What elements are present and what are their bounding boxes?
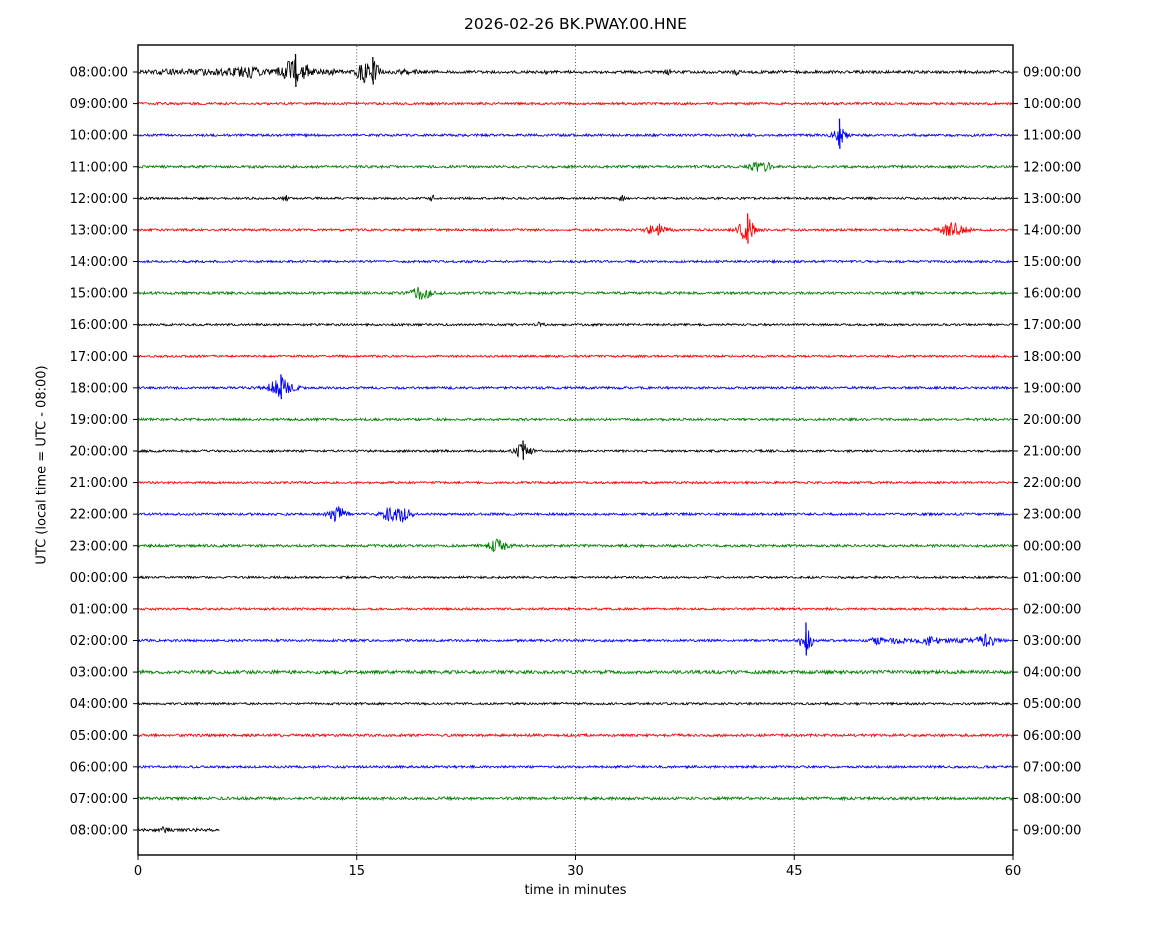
y-tick-label-left: 12:00:00 xyxy=(70,192,128,207)
trace-row-14 xyxy=(137,506,1013,523)
trace-row-10 xyxy=(137,376,1013,397)
y-tick-label-left: 18:00:00 xyxy=(70,381,128,396)
y-tick-label-left: 02:00:00 xyxy=(70,634,128,649)
trace-row-20 xyxy=(137,701,1013,707)
y-tick-label-left: 10:00:00 xyxy=(70,129,128,144)
y-tick-label-left: 17:00:00 xyxy=(70,350,128,365)
trace-row-7 xyxy=(137,286,1013,300)
y-tick-label-right: 01:00:00 xyxy=(1023,571,1081,586)
trace-row-24 xyxy=(137,826,220,834)
y-tick-label-right: 13:00:00 xyxy=(1023,192,1081,207)
y-tick-label-left: 06:00:00 xyxy=(70,760,128,775)
y-tick-label-left: 22:00:00 xyxy=(70,508,128,523)
trace-row-5 xyxy=(137,218,1013,241)
trace-row-8 xyxy=(138,321,1013,328)
trace-row-2 xyxy=(137,128,1013,146)
y-tick-label-left: 08:00:00 xyxy=(70,66,128,81)
y-tick-label-left: 03:00:00 xyxy=(70,666,128,681)
y-tick-label-right: 03:00:00 xyxy=(1023,634,1081,649)
y-tick-label-right: 22:00:00 xyxy=(1023,476,1081,491)
y-tick-label-right: 09:00:00 xyxy=(1023,824,1081,839)
trace-row-18 xyxy=(137,630,1013,652)
trace-row-16 xyxy=(137,575,1013,580)
y-tick-label-left: 00:00:00 xyxy=(70,571,128,586)
y-tick-label-left: 20:00:00 xyxy=(70,445,128,460)
y-tick-label-left: 15:00:00 xyxy=(70,287,128,302)
y-tick-label-right: 19:00:00 xyxy=(1023,381,1081,396)
y-tick-label-right: 10:00:00 xyxy=(1023,97,1081,112)
y-tick-label-left: 05:00:00 xyxy=(70,729,128,744)
trace-row-22 xyxy=(138,764,1013,770)
trace-row-23 xyxy=(137,795,1013,802)
y-tick-label-left: 14:00:00 xyxy=(70,255,128,270)
y-tick-label-left: 19:00:00 xyxy=(70,413,128,428)
y-tick-label-right: 09:00:00 xyxy=(1023,66,1081,81)
y-tick-label-right: 02:00:00 xyxy=(1023,602,1081,617)
trace-row-12 xyxy=(137,443,1013,458)
trace-row-21 xyxy=(137,732,1013,739)
y-tick-label-left: 13:00:00 xyxy=(70,223,128,238)
y-tick-label-right: 18:00:00 xyxy=(1023,350,1081,365)
y-tick-label-right: 16:00:00 xyxy=(1023,287,1081,302)
chart-title: 2026-02-26 BK.PWAY.00.HNE xyxy=(464,15,687,33)
trace-row-15 xyxy=(137,538,1013,553)
y-tick-label-left: 11:00:00 xyxy=(70,160,128,175)
y-tick-label-left: 16:00:00 xyxy=(70,318,128,333)
trace-row-19 xyxy=(137,668,1013,676)
y-tick-label-right: 05:00:00 xyxy=(1023,697,1081,712)
trace-row-9 xyxy=(137,354,1013,359)
y-tick-label-right: 00:00:00 xyxy=(1023,539,1081,554)
y-tick-label-right: 04:00:00 xyxy=(1023,666,1081,681)
trace-row-13 xyxy=(137,480,1013,485)
trace-row-1 xyxy=(137,101,1013,107)
y-tick-label-left: 21:00:00 xyxy=(70,476,128,491)
trace-row-3 xyxy=(137,161,1013,172)
y-tick-label-left: 23:00:00 xyxy=(70,539,128,554)
x-tick-label: 15 xyxy=(348,864,365,879)
y-tick-label-right: 06:00:00 xyxy=(1023,729,1081,744)
trace-row-6 xyxy=(137,258,1013,264)
plot-border xyxy=(137,44,1014,856)
x-tick-label: 60 xyxy=(1005,864,1022,879)
y-tick-label-right: 12:00:00 xyxy=(1023,160,1081,175)
y-tick-label-left: 09:00:00 xyxy=(70,97,128,112)
y-tick-label-left: 01:00:00 xyxy=(70,602,128,617)
y-tick-label-right: 15:00:00 xyxy=(1023,255,1081,270)
y-tick-label-right: 07:00:00 xyxy=(1023,760,1081,775)
x-axis-label: time in minutes xyxy=(524,883,627,898)
y-tick-label-right: 20:00:00 xyxy=(1023,413,1081,428)
y-tick-label-right: 21:00:00 xyxy=(1023,445,1081,460)
y-tick-label-right: 17:00:00 xyxy=(1023,318,1081,333)
x-tick-label: 0 xyxy=(134,864,142,879)
trace-row-0 xyxy=(137,59,1013,84)
trace-row-17 xyxy=(137,606,1013,612)
y-tick-label-right: 08:00:00 xyxy=(1023,792,1081,807)
y-tick-label-left: 08:00:00 xyxy=(70,824,128,839)
x-tick-label: 45 xyxy=(786,864,803,879)
y-tick-label-left: 04:00:00 xyxy=(70,697,128,712)
trace-row-4 xyxy=(137,194,1013,202)
y-tick-label-right: 14:00:00 xyxy=(1023,223,1081,238)
trace-row-11 xyxy=(137,416,1013,423)
x-tick-label: 30 xyxy=(567,864,584,879)
y-tick-label-right: 23:00:00 xyxy=(1023,508,1081,523)
y-tick-label-right: 11:00:00 xyxy=(1023,129,1081,144)
y-tick-label-left: 07:00:00 xyxy=(70,792,128,807)
